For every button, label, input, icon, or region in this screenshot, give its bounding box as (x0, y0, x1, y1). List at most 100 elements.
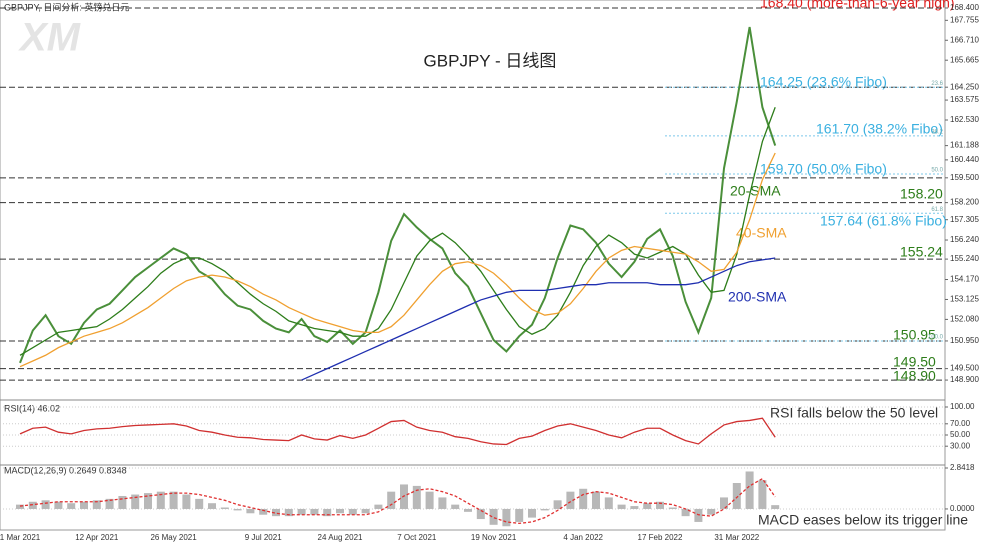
histogram-bar (374, 504, 383, 509)
histogram-bar (758, 480, 767, 509)
fibo-tag: 61.8 (931, 207, 943, 213)
histogram-bar (668, 507, 677, 509)
histogram-bar (464, 508, 472, 512)
panel-title: RSI(14) 46.02 (4, 403, 60, 413)
histogram-bar (361, 508, 370, 514)
histogram-bar (720, 497, 728, 509)
y-tick-label: 168.400 (950, 3, 979, 12)
x-tick-label: 24 Aug 2021 (318, 533, 363, 542)
panel-title: MACD(12,26,9) 0.2649 0.8348 (4, 465, 127, 475)
histogram-bar (630, 506, 639, 509)
histogram-bar (617, 504, 626, 509)
chart-title: GBPJPY - 日线图 (424, 51, 557, 70)
histogram-bar (92, 500, 101, 509)
x-tick-label: 9 Jul 2021 (245, 533, 282, 542)
histogram-bar (28, 501, 37, 509)
y-tick-label: 2.8418 (950, 463, 975, 472)
y-tick-label: 162.530 (950, 115, 979, 124)
fibo-tag: 38.2 (931, 129, 943, 135)
histogram-bar (438, 497, 447, 509)
y-tick-label: 160.440 (950, 155, 979, 164)
annotation: RSI falls below the 50 level (770, 405, 938, 421)
histogram-bar (528, 508, 536, 518)
annotation: 159.70 (50.0% Fibo) (760, 161, 887, 177)
annotation: 148.90 (893, 368, 936, 384)
histogram-bar (156, 491, 165, 509)
fibo-tag: 23.6 (931, 81, 943, 87)
histogram-bar (67, 503, 76, 509)
annotation: 158.20 (900, 186, 943, 202)
y-tick-label: 156.240 (950, 235, 979, 244)
histogram-bar (643, 503, 652, 509)
histogram-bar (707, 508, 716, 515)
annotation: 157.64 (61.8% Fibo) (820, 213, 947, 229)
x-tick-label: 12 Apr 2021 (75, 533, 119, 542)
histogram-bar (246, 508, 255, 514)
histogram-bar (233, 508, 242, 511)
x-tick-label: 4 Jan 2022 (563, 533, 603, 542)
x-tick-label: 31 Mar 2022 (714, 533, 759, 542)
histogram-bar (118, 495, 127, 509)
histogram-bar (131, 494, 140, 509)
y-tick-label: 163.575 (950, 95, 979, 104)
annotation: 149.50 (893, 354, 936, 370)
histogram-bar (182, 494, 191, 509)
histogram-bar (259, 508, 268, 515)
series-label: 20-SMA (730, 183, 781, 199)
x-tick-label: 7 Oct 2021 (397, 533, 437, 542)
histogram-bar (284, 508, 293, 517)
series-line (19, 477, 776, 525)
histogram-bar (208, 503, 216, 509)
histogram-bar (169, 491, 178, 509)
y-tick-label: 149.500 (950, 364, 979, 373)
histogram-bar (297, 508, 306, 515)
histogram-bar (694, 508, 703, 522)
annotation: MACD eases below its trigger line (758, 512, 968, 528)
histogram-bar (336, 508, 344, 514)
y-tick-label: 30.00 (950, 441, 971, 450)
caption: GBPJPY, 日间分析: 英镑兑日元 (4, 1, 129, 12)
y-tick-label: 153.125 (950, 295, 979, 304)
histogram-bar (387, 491, 396, 509)
y-tick-label: 70.00 (950, 419, 971, 428)
histogram-bar (502, 508, 511, 527)
y-tick-label: 164.250 (950, 82, 979, 91)
y-tick-label: 50.00 (950, 430, 971, 439)
histogram-bar (220, 507, 229, 509)
y-tick-label: 161.188 (950, 141, 979, 150)
histogram-bar (310, 508, 319, 515)
histogram-bar (80, 501, 88, 509)
histogram-bar (451, 504, 460, 509)
fibo-tag: 50.0 (931, 168, 943, 174)
annotation: 164.25 (23.6% Fibo) (760, 74, 887, 90)
y-tick-label: 165.665 (950, 55, 979, 64)
annotation: 150.95 (893, 327, 936, 343)
histogram-bar (105, 498, 114, 509)
x-tick-label: 1 Mar 2021 (0, 533, 41, 542)
y-tick-label: 159.500 (950, 173, 979, 182)
y-tick-label: 157.305 (950, 215, 979, 224)
y-tick-label: 166.710 (950, 35, 979, 44)
histogram-bar (41, 500, 50, 509)
histogram-bar (323, 508, 332, 517)
histogram-bar (592, 491, 600, 509)
y-tick-label: 152.080 (950, 315, 979, 324)
histogram-bar (771, 505, 780, 509)
annotation: 168.40 (more-than-6-year high) (760, 0, 955, 11)
histogram-bar (425, 491, 434, 509)
fibo-tag: 100.0 (928, 335, 944, 341)
y-tick-label: 148.900 (950, 375, 979, 384)
x-tick-label: 17 Feb 2022 (638, 533, 683, 542)
y-tick-label: 0.0000 (950, 504, 975, 513)
annotation: 161.70 (38.2% Fibo) (816, 121, 943, 137)
x-tick-label: 26 May 2021 (150, 533, 197, 542)
histogram-bar (412, 485, 421, 509)
histogram-bar (515, 508, 524, 522)
histogram-bar (272, 508, 280, 517)
series-line (19, 26, 777, 364)
y-tick-label: 154.170 (950, 275, 979, 284)
histogram-bar (553, 500, 562, 509)
series-line (19, 417, 776, 446)
